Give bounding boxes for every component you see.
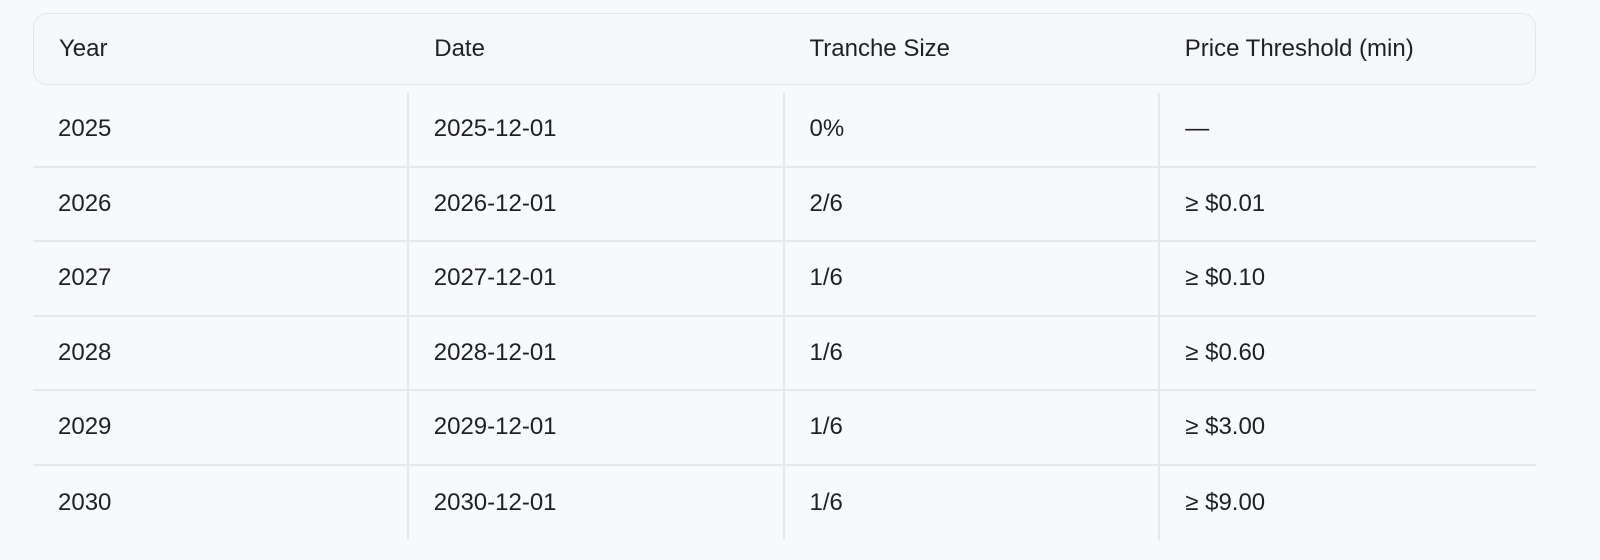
cell-tranche-size: 1/6 (785, 465, 1161, 540)
cell-date: 2025-12-01 (409, 93, 785, 166)
cell-price-threshold: ≥ $0.60 (1185, 338, 1266, 366)
cell-date: 2027-12-01 (409, 242, 785, 315)
cell-price-threshold: — (1185, 115, 1210, 143)
cell-year: 2030 (33, 465, 409, 540)
table-body: 2025 2025-12-01 0% — 2026 2026-12-01 2/6 ≥ $0.0… (33, 93, 1536, 540)
header-year: Year (59, 35, 108, 62)
header-date: Date (434, 35, 485, 62)
cell-year: 2029 (33, 391, 409, 464)
cell-price-threshold: ≥ $0.01 (1185, 189, 1266, 217)
cell-date: 2026-12-01 (409, 167, 785, 240)
vesting-table: Year Date Tranche Size Price Threshold (… (33, 13, 1536, 540)
cell-year: 2027 (33, 242, 409, 315)
cell-price-threshold: ≥ $0.10 (1185, 264, 1266, 292)
cell-year: 2026 (33, 167, 409, 240)
cell-year: 2025 (33, 93, 409, 166)
cell-year: 2028 (33, 316, 409, 389)
cell-tranche-size: 1/6 (785, 316, 1161, 389)
table-header: Year Date Tranche Size Price Threshold (… (33, 13, 1536, 85)
cell-date: 2028-12-01 (409, 316, 785, 389)
table-row: 2029 2029-12-01 1/6 ≥ $3.00 (33, 391, 1536, 466)
table-row: 2030 2030-12-01 1/6 ≥ $9.00 (33, 465, 1536, 540)
cell-tranche-size: 1/6 (785, 242, 1161, 315)
cell-tranche-size: 1/6 (785, 391, 1161, 464)
table-row: 2027 2027-12-01 1/6 ≥ $0.10 (33, 242, 1536, 317)
cell-price-threshold: ≥ $9.00 (1185, 488, 1266, 516)
cell-tranche-size: 2/6 (785, 167, 1161, 240)
cell-price-threshold: ≥ $3.00 (1185, 413, 1266, 441)
table-row: 2028 2028-12-01 1/6 ≥ $0.60 (33, 316, 1536, 391)
table-row: 2025 2025-12-01 0% — (33, 93, 1536, 168)
table-row: 2026 2026-12-01 2/6 ≥ $0.01 (33, 167, 1536, 242)
header-tranche-size: Tranche Size (809, 35, 951, 62)
cell-tranche-size: 0% (785, 93, 1161, 166)
cell-date: 2029-12-01 (409, 391, 785, 464)
header-price-threshold: Price Threshold (min) (1184, 35, 1414, 62)
cell-date: 2030-12-01 (409, 465, 785, 540)
